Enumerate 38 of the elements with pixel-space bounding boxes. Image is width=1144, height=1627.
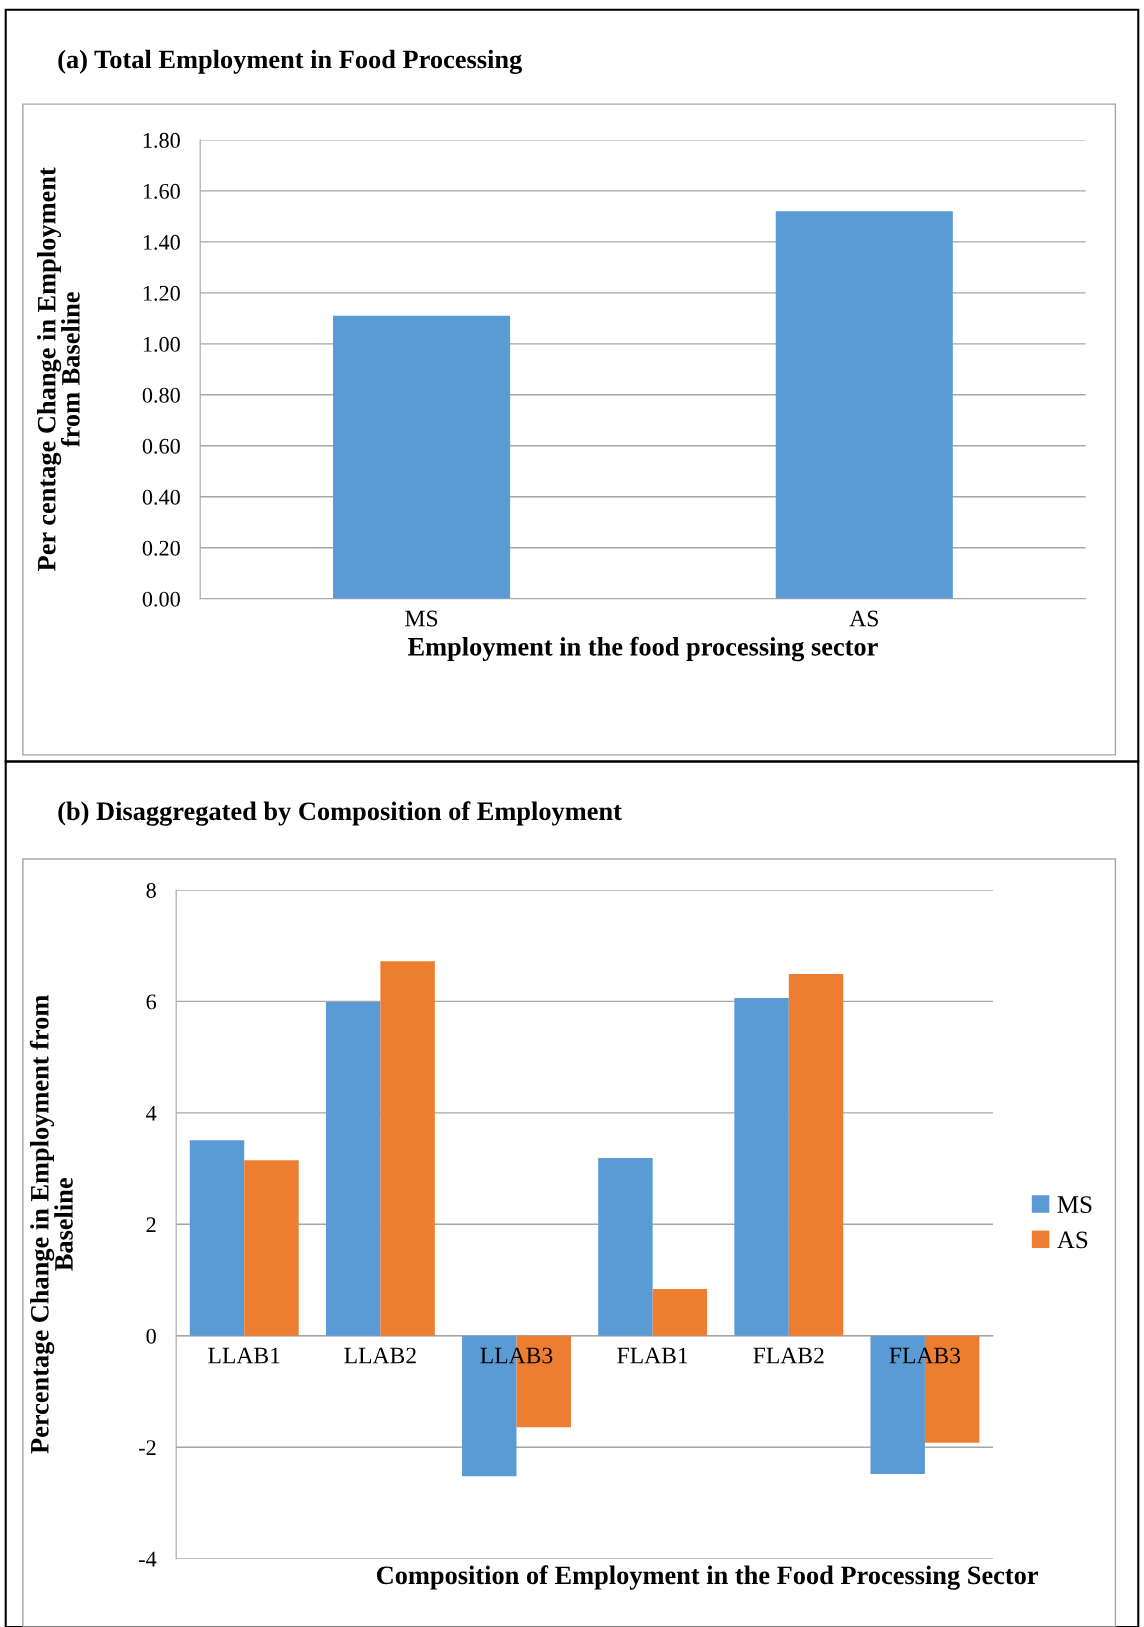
- x-tick-label: LLAB1: [208, 1347, 280, 1364]
- bar: [788, 974, 844, 1336]
- y-axis-title: Percentage Change in Employment from Baseline: [29, 995, 73, 1454]
- x-axis-title: Composition of Employment in the Food Processing Sector: [376, 1565, 1038, 1590]
- y-tick-label: 4: [146, 1105, 157, 1121]
- y-tick-label: -4: [139, 1551, 157, 1567]
- bar: [244, 1160, 299, 1336]
- y-tick-label: 1.20: [143, 285, 180, 301]
- y-tick-label: 0.00: [142, 591, 180, 607]
- bar: [734, 998, 789, 1336]
- y-tick-label: 1.60: [143, 183, 180, 199]
- y-tick-label: 1.40: [143, 234, 180, 250]
- y-axis-title: Per centage Change in Employment from Baseline: [37, 167, 80, 571]
- y-tick-label: 0: [146, 1328, 156, 1344]
- bar: [652, 1288, 708, 1336]
- legend-label: MS: [1057, 1196, 1092, 1213]
- bar: [189, 1140, 245, 1336]
- x-tick-label: FLAB2: [753, 1347, 824, 1364]
- chart-title: (a) Total Employment in Food Processing: [58, 49, 522, 74]
- bar: [325, 1001, 381, 1336]
- y-tick-label: 6: [146, 994, 157, 1010]
- y-tick-label: 1.80: [143, 132, 180, 148]
- bar: [380, 961, 435, 1336]
- y-tick-label: -2: [139, 1440, 156, 1455]
- y-tick-label: 8: [146, 882, 156, 898]
- legend-label: AS: [1057, 1231, 1088, 1249]
- bar: [598, 1158, 653, 1336]
- x-tick-label: LLAB3: [480, 1347, 553, 1364]
- x-tick-label: FLAB1: [617, 1347, 688, 1364]
- x-tick-label: LLAB2: [344, 1347, 416, 1364]
- y-tick-label: 0.20: [142, 540, 180, 556]
- y-tick-label: 0.60: [142, 438, 180, 454]
- chart-title: (b) Disaggregated by Composition of Employment: [58, 801, 622, 826]
- x-axis-title: Employment in the food processing sector: [407, 636, 878, 662]
- y-tick-label: 0.40: [142, 489, 180, 505]
- y-tick-label: 1.00: [143, 336, 180, 352]
- y-tick-label: 2: [146, 1217, 156, 1233]
- y-tick-label: 0.80: [142, 387, 180, 403]
